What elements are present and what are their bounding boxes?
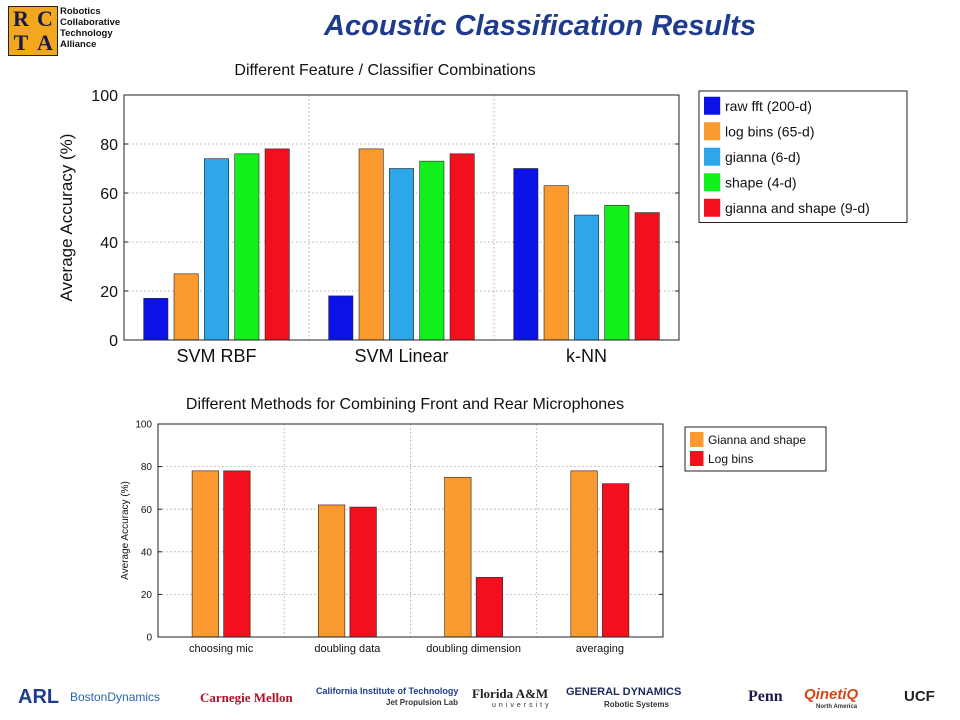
legend-swatch [690, 451, 704, 466]
y-tick-label: 40 [141, 547, 153, 558]
bar [143, 298, 169, 341]
bar [318, 504, 346, 638]
legend-label: Gianna and shape [708, 433, 806, 447]
legend-label: log bins (65-d) [725, 123, 815, 139]
bar [475, 577, 503, 638]
y-tick-label: 100 [135, 420, 152, 431]
bar [449, 153, 475, 341]
bar [328, 295, 354, 341]
legend-label: gianna and shape (9-d) [725, 200, 870, 216]
bar [513, 168, 539, 341]
bar [444, 476, 472, 638]
logo-letter: C [33, 7, 57, 31]
bar [389, 168, 414, 341]
x-tick-label: doubling data [314, 643, 381, 655]
bottom-chart-title: Different Methods for Combining Front an… [185, 396, 625, 413]
bar [602, 483, 630, 638]
rcta-logo: R C T A Robotics Collaborative Technolog… [8, 6, 148, 64]
sponsor-logo: BostonDynamics [70, 690, 161, 704]
legend-swatch [704, 122, 721, 141]
x-tick-label: k-NN [566, 346, 607, 366]
chart: 0 20 40 60 80 100 choosing mic doubling data dou… [120, 420, 827, 655]
chart: 0 20 40 60 80 100 SVM RBF SVM Linear k-NN Average… [57, 88, 908, 366]
logo-letter: A [33, 31, 57, 55]
sponsor-logo: California Institute of Technology [316, 686, 459, 696]
y-tick-label: 0 [109, 333, 118, 350]
rcta-logo-words: Robotics Collaborative Technology Allian… [60, 6, 120, 50]
legend-swatch [704, 96, 721, 115]
bar [204, 158, 229, 341]
logo-letter: R [9, 7, 33, 31]
bar [173, 273, 199, 341]
y-tick-label: 100 [91, 88, 118, 105]
bar [419, 160, 445, 341]
logo-word: Technology [60, 28, 113, 39]
rcta-logo-mark: R C T A [8, 6, 58, 56]
plot-frame [157, 423, 664, 638]
bar [234, 153, 260, 341]
legend-label: raw fft (200-d) [725, 98, 812, 114]
sponsor-logo: Florida A&M [472, 686, 549, 701]
x-tick-label: averaging [576, 643, 624, 655]
legend-swatch [690, 432, 704, 447]
bar [634, 212, 660, 341]
legend-label: Log bins [708, 452, 753, 466]
plot-frame [123, 94, 680, 341]
legend-label: gianna (6-d) [725, 149, 801, 165]
sponsor-logo: Jet Propulsion Lab [386, 698, 459, 707]
x-tick-label: doubling dimension [426, 643, 521, 655]
bar [574, 214, 599, 341]
y-axis-label: Average Accuracy (%) [120, 481, 131, 580]
bar [223, 470, 251, 638]
y-tick-label: 20 [100, 284, 118, 301]
sponsor-logo: Carnegie Mellon [200, 690, 293, 705]
legend-label: shape (4-d) [725, 174, 797, 190]
sponsor-logo: ARL [18, 686, 60, 708]
legend-box [698, 90, 908, 223]
logo-word: Robotics [60, 6, 101, 17]
sponsor-logo-bar: ARL BostonDynamics Carnegie Mellon Calif… [0, 682, 960, 720]
sponsor-logo: North America [816, 704, 858, 710]
legend-swatch [704, 147, 721, 166]
legend-swatch [704, 173, 721, 192]
logo-word: Alliance [60, 39, 97, 50]
x-tick-label: SVM RBF [176, 346, 256, 366]
y-tick-label: 60 [100, 186, 118, 203]
y-tick-label: 0 [146, 633, 152, 644]
bar [358, 148, 384, 341]
y-tick-label: 80 [100, 137, 118, 154]
bar [349, 506, 377, 638]
legend-swatch [704, 198, 721, 217]
sponsor-logo: UCF [904, 688, 935, 705]
logo-letter: T [9, 31, 33, 55]
y-tick-label: 20 [141, 590, 153, 601]
bar [570, 470, 598, 638]
y-tick-label: 40 [100, 235, 118, 252]
bar [191, 470, 219, 638]
bar [604, 204, 630, 341]
x-tick-label: choosing mic [189, 643, 254, 655]
sponsor-logo: university [492, 702, 552, 709]
top-chart-title: Different Feature / Classifier Combinati… [234, 62, 536, 79]
y-axis-label: Average Accuracy (%) [57, 134, 76, 302]
bar [264, 148, 290, 341]
sponsor-logo: GENERAL DYNAMICS [566, 686, 682, 698]
sponsor-logo: Robotic Systems [604, 700, 669, 709]
page-title: Acoustic Classification Results [324, 10, 756, 42]
sponsor-logo: Penn [748, 688, 783, 705]
bar [543, 185, 569, 341]
logo-word: Collaborative [60, 17, 121, 28]
x-tick-label: SVM Linear [354, 346, 448, 366]
sponsor-logo: QinetiQ [804, 686, 859, 703]
legend-box [684, 426, 827, 472]
y-tick-label: 60 [141, 505, 153, 516]
y-tick-label: 80 [141, 462, 153, 473]
